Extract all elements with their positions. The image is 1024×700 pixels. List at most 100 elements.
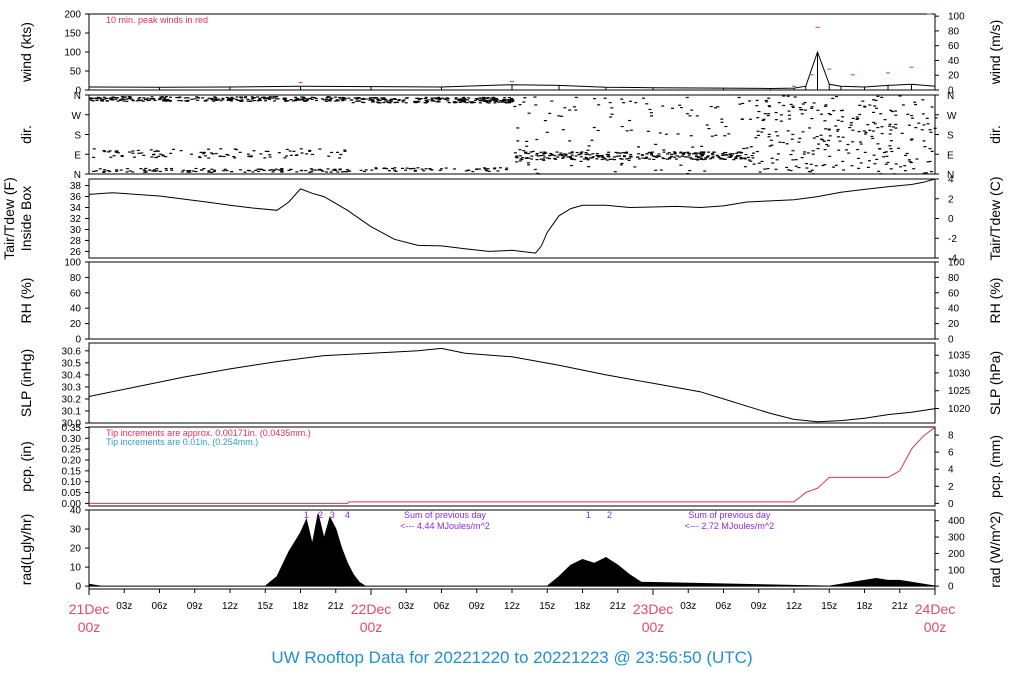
- time-tick-label: 18z: [856, 601, 872, 612]
- day-tick-time-label: 00z: [78, 619, 101, 635]
- rad-marker-label: 4: [345, 510, 350, 520]
- slp-right-tick-label: 1030: [948, 368, 971, 379]
- dir-left-tick-label: S: [74, 131, 81, 142]
- time-tick-label: 09z: [751, 601, 767, 612]
- wind-left-tick-label: 200: [64, 10, 81, 21]
- time-tick-label: 06z: [151, 601, 167, 612]
- temp-right-tick-label: 0: [948, 214, 954, 225]
- rh-right-tick-label: 20: [948, 319, 960, 330]
- rad-right-tick-label: 400: [948, 516, 965, 527]
- rh-right-axis-label: RH (%): [987, 278, 1003, 324]
- slp-right-axis-label: SLP (hPa): [987, 351, 1003, 415]
- pcp-right-tick-label: 8: [948, 431, 954, 442]
- temp-right-axis-label: Tair/Tdew (C): [987, 176, 1003, 260]
- rad-left-tick-label: 40: [70, 506, 82, 517]
- slp-left-tick-label: 30.6: [62, 346, 82, 357]
- time-tick-label: 15z: [539, 601, 555, 612]
- wind-left-axis-label: wind (kts): [18, 22, 34, 83]
- rad-sum-value-1: <--- 4.44 MJoules/m^2: [400, 521, 490, 531]
- pcp-left-tick-label: 0.00: [62, 499, 82, 510]
- rh-right-tick-label: 80: [948, 273, 960, 284]
- rh-right-tick-label: 60: [948, 288, 960, 299]
- pcp-right-axis-label: pcp. (mm): [987, 435, 1003, 498]
- rh-left-tick-label: 80: [70, 273, 82, 284]
- day-tick-date-label: 21Dec: [69, 601, 109, 617]
- time-tick-label: 09z: [187, 601, 203, 612]
- rad-right-axis-label: rad (W/m^2): [987, 511, 1003, 588]
- slp-left-tick-label: 30.1: [62, 406, 82, 417]
- rh-right-tick-label: 100: [948, 258, 965, 269]
- temp-left-tick-label: 34: [70, 203, 82, 214]
- pcp-right-tick-label: 2: [948, 482, 954, 493]
- dir-panel-frame: [88, 94, 936, 175]
- time-tick-label: 09z: [469, 601, 485, 612]
- temp-left-tick-label: 38: [70, 181, 82, 192]
- time-tick-label: 06z: [715, 601, 731, 612]
- time-tick-label: 03z: [116, 601, 132, 612]
- rad-panel-frame: [88, 509, 936, 590]
- dir-left-tick-label: N: [74, 170, 81, 181]
- time-tick-label: 15z: [821, 601, 837, 612]
- rad-left-tick-label: 30: [70, 525, 82, 536]
- temp-left-axis-label: Tair/Tdew (F): [1, 177, 17, 259]
- dir-left-tick-label: W: [72, 111, 82, 122]
- wind-left-tick-label: 150: [64, 29, 81, 40]
- slp-panel-frame: [88, 342, 936, 424]
- wind-right-tick-label: 60: [948, 41, 960, 52]
- rh-right-tick-label: 0: [948, 335, 954, 346]
- pcp-left-tick-label: 0.05: [62, 488, 82, 499]
- rad-left-tick-label: 10: [70, 563, 82, 574]
- dir-left-tick-label: N: [74, 91, 81, 102]
- slp-left-tick-label: 30.2: [62, 394, 82, 405]
- slp-left-tick-label: 30.0: [62, 419, 82, 430]
- wind-series-line: [88, 50, 936, 90]
- wind-right-axis-label: wind (m/s): [987, 20, 1003, 86]
- wind-right-tick-label: 40: [948, 56, 960, 67]
- slp-left-axis-label: SLP (inHg): [18, 349, 34, 417]
- time-tick-label: 21z: [892, 601, 908, 612]
- rad-marker-label: 1: [586, 510, 591, 520]
- day-tick-time-label: 00z: [924, 619, 947, 635]
- temp-left-tick-label: 36: [70, 192, 82, 203]
- temp-left-tick-label: 26: [70, 247, 82, 258]
- pcp-left-tick-label: 0.35: [62, 423, 82, 434]
- rad-left-tick-label: 0: [75, 582, 81, 593]
- time-tick-label: 12z: [504, 601, 520, 612]
- day-tick-time-label: 00z: [360, 619, 383, 635]
- rh-left-tick-label: 100: [64, 258, 81, 269]
- rh-left-axis-label: RH (%): [18, 278, 34, 324]
- rh-right-tick-label: 40: [948, 304, 960, 315]
- temp-left-tick-label: 28: [70, 236, 82, 247]
- time-tick-label: 06z: [433, 601, 449, 612]
- wind-right-tick-label: 80: [948, 26, 960, 37]
- rad-right-tick-label: 0: [948, 582, 954, 593]
- wind-right-tick-label: 100: [948, 12, 965, 23]
- pcp-right-tick-label: 6: [948, 448, 954, 459]
- dir-left-axis-label: dir.: [18, 125, 34, 144]
- pcp-right-tick-label: 4: [948, 465, 954, 476]
- rad-marker-label: 2: [318, 510, 323, 520]
- wind-peak-note: 10 min. peak winds in red: [106, 15, 208, 25]
- rad-marker-label: 2: [607, 510, 612, 520]
- temp-left-tick-label: 32: [70, 214, 82, 225]
- rh-left-tick-label: 20: [70, 319, 82, 330]
- page-title: UW Rooftop Data for 20221220 to 20221223…: [271, 648, 753, 667]
- pcp-left-tick-label: 0.25: [62, 445, 82, 456]
- slp-left-tick-label: 30.5: [62, 358, 82, 369]
- wind-right-tick-label: 20: [948, 71, 960, 82]
- wind-left-tick-label: 0: [75, 86, 81, 97]
- dir-right-tick-label: E: [947, 150, 954, 161]
- dir-right-tick-label: W: [947, 111, 957, 122]
- day-tick-date-label: 23Dec: [633, 601, 673, 617]
- slp-right-tick-label: 1020: [948, 404, 971, 415]
- temp-left-tick-label: 30: [70, 225, 82, 236]
- slp-left-tick-label: 30.3: [62, 382, 82, 393]
- time-tick-label: 18z: [574, 601, 590, 612]
- slp-left-tick-label: 30.4: [62, 370, 82, 381]
- dir-right-tick-label: S: [947, 131, 954, 142]
- wind-right-tick-label: 0: [948, 86, 954, 97]
- time-tick-label: 03z: [680, 601, 696, 612]
- pcp-left-tick-label: 0.20: [62, 455, 82, 466]
- time-tick-label: 03z: [398, 601, 414, 612]
- wind-left-tick-label: 50: [70, 67, 82, 78]
